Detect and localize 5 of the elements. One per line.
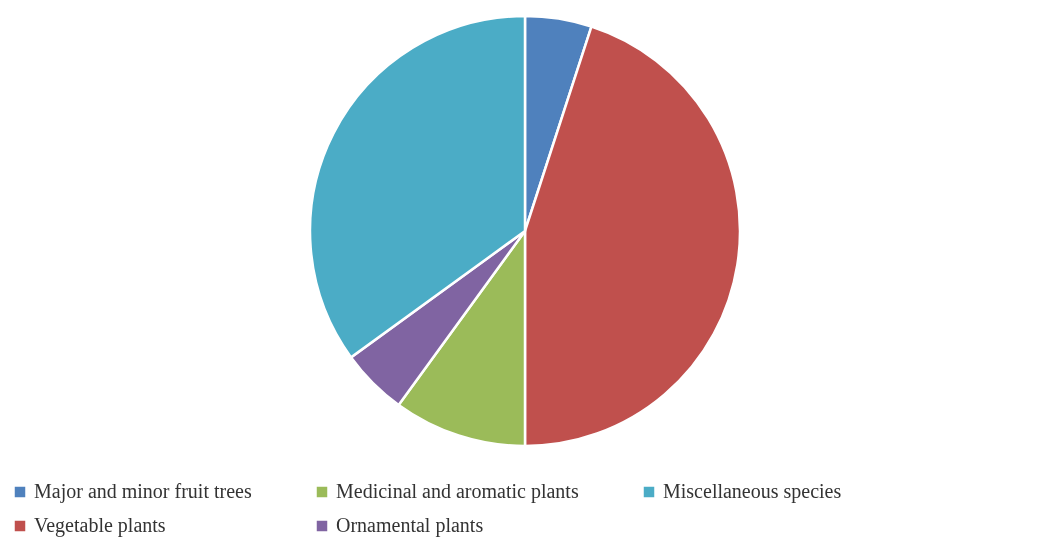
legend-label: Major and minor fruit trees <box>34 480 252 503</box>
legend-label: Miscellaneous species <box>663 480 842 503</box>
legend-label: Vegetable plants <box>34 514 166 537</box>
legend-label: Ornamental plants <box>336 514 484 537</box>
legend-label: Medicinal and aromatic plants <box>336 480 579 503</box>
